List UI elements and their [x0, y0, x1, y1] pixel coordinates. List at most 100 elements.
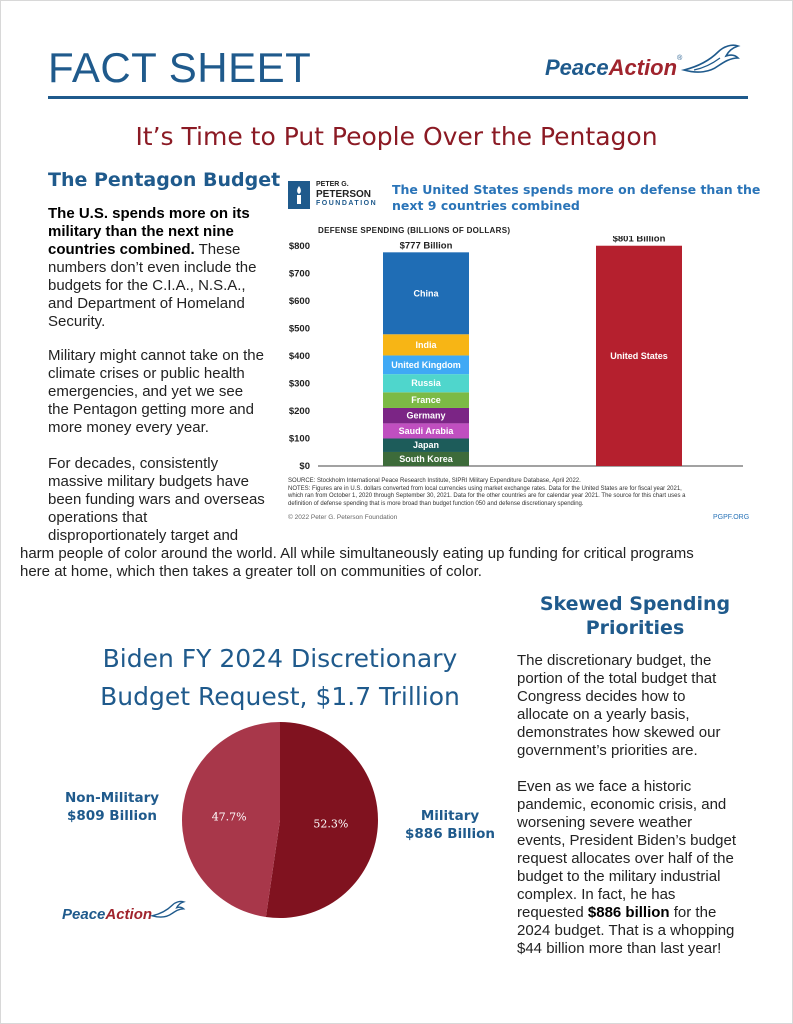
page-headline: It’s Time to Put People Over the Pentago…	[135, 122, 658, 151]
chart-title-line-1: The United States spends more on defense…	[392, 182, 761, 197]
sk-p2-line-5: request allocates over half of the	[517, 850, 734, 867]
logo-word-action: Action	[608, 55, 678, 80]
sk-p1-line-5: demonstrates how skewed our	[517, 724, 721, 741]
pentagon-budget-paragraph-3-full-width: harm people of color around the world. A…	[20, 545, 780, 581]
bar-segment-label: Saudi Arabia	[399, 426, 455, 436]
p2-line-2: climate crises or public health	[48, 365, 245, 382]
p1-text-line-7: Security.	[48, 313, 106, 330]
non-military-label-name: Non-Military	[64, 790, 160, 806]
chart-plot: $0 $100 $200 $300 $400 $500 $600 $700 $800 South …	[289, 236, 743, 471]
p3-line-2: massive military budgets have	[48, 473, 249, 490]
pie-slice-label: 47.7%	[212, 810, 247, 823]
p1-text-line-6: and Department of Homeland	[48, 295, 245, 312]
pentagon-budget-paragraph-3: For decades, consistently massive milita…	[48, 455, 283, 545]
torch-icon	[297, 186, 301, 204]
chart-source-notes: SOURCE: Stockholm International Peace Re…	[288, 478, 748, 508]
sk-p1-line-4: allocate on a yearly basis,	[517, 706, 690, 723]
sk-p2-line-8-bold: $886 billion	[587, 904, 670, 921]
chart-copyright: © 2022 Peter G. Peterson Foundation	[288, 514, 398, 521]
us-bar	[596, 245, 682, 466]
p3-line-1: For decades, consistently	[48, 455, 219, 472]
chart-note-line-1: SOURCE: Stockholm International Peace Re…	[288, 478, 581, 484]
p1-text-line-5: budgets for the C.I.A., N.S.A.,	[48, 277, 246, 294]
p3-line-5: disproportionately target and	[48, 527, 239, 544]
skewed-paragraph-1: The discretionary budget, the portion of…	[517, 652, 757, 760]
chart-title: The United States spends more on defense…	[392, 182, 761, 214]
p1-bold-line-3: countries combined.	[48, 241, 195, 258]
bar-segment	[383, 355, 469, 375]
bar-segment	[383, 374, 469, 393]
skewed-paragraph-2: Even as we face a historic pandemic, eco…	[517, 778, 767, 958]
chart-site-link[interactable]: PGPF.ORG	[713, 514, 750, 521]
y-tick-label: $500	[289, 324, 310, 335]
chart-note-line-4: definition of defense spending that is m…	[288, 500, 584, 507]
non-military-label: Non-Military $809 Billion	[52, 789, 172, 825]
p1-bold-line-2: military than the next nine	[48, 223, 234, 240]
p2-line-3: emergencies, and yet we see	[48, 383, 244, 400]
peterson-logo-text: PETER G. PETERSON FOUNDATION	[316, 181, 377, 208]
header-divider	[48, 96, 748, 99]
bar-segment-label: Germany	[406, 411, 445, 421]
bar-segment-label: South Korea	[399, 454, 453, 464]
p1-bold-line-1: The U.S. spends more on its	[48, 205, 250, 222]
pentagon-budget-paragraph-1: The U.S. spends more on its military tha…	[48, 205, 278, 331]
military-label: Military $886 Billion	[395, 807, 505, 843]
sk-p2-line-8-pre: requested	[517, 904, 588, 921]
military-label-amount: $886 Billion	[405, 826, 495, 842]
us-bar-total-label: $801 Billion	[613, 236, 666, 245]
p3-full-line-1: harm people of color around the world. A…	[20, 545, 694, 562]
skewed-title-line-2: Priorities	[585, 617, 685, 639]
peace-action-logo-header: PeaceAction®	[545, 55, 682, 81]
sk-p1-line-6: government’s priorities are.	[517, 742, 698, 759]
skewed-spending-title: Skewed Spending Priorities	[520, 592, 750, 640]
pie-slice	[265, 722, 378, 918]
sk-p1-line-2: portion of the total budget that	[517, 670, 717, 687]
footer-logo-word-action: Action	[105, 906, 153, 923]
p1-text-line-3: These	[194, 241, 241, 258]
dove-icon	[680, 44, 741, 73]
peterson-logo-line-3: FOUNDATION	[316, 200, 378, 207]
pie-chart-title: Biden FY 2024 Discretionary Budget Reque…	[60, 640, 500, 716]
skewed-title-line-1: Skewed Spending	[539, 593, 731, 615]
peterson-logo-mark	[288, 181, 310, 209]
logo-word-peace: Peace	[545, 55, 609, 80]
chart-note-line-2: NOTES: Figures are in U.S. dollars conve…	[288, 485, 682, 492]
bar-segment	[383, 392, 469, 408]
peterson-logo-line-1: PETER G.	[316, 181, 349, 188]
y-tick-label: $200	[289, 406, 310, 417]
bar-segment-label: India	[415, 340, 437, 350]
y-tick-label: $700	[289, 269, 310, 280]
pentagon-budget-paragraph-2: Military might cannot take on the climat…	[48, 347, 283, 437]
y-tick-label: $100	[289, 434, 310, 445]
peace-action-logo-footer: PeaceAction	[62, 906, 152, 924]
p2-line-5: more money every year.	[48, 419, 209, 436]
bar-segment-label: China	[413, 288, 439, 298]
us-bar-label: United States	[610, 351, 668, 361]
fact-sheet-title: FACT SHEET	[48, 44, 312, 91]
sk-p2-line-10: $44 billion more than last year!	[517, 940, 722, 957]
sk-p2-line-3: worsening severe weather	[517, 814, 693, 831]
sk-p2-line-2: pandemic, economic crisis, and	[517, 796, 727, 813]
sk-p2-line-7: complex. In fact, he has	[517, 886, 676, 903]
pie-slice-label: 52.3%	[313, 818, 348, 831]
bar-segment	[383, 334, 469, 356]
sk-p1-line-3: Congress decides how to	[517, 688, 686, 705]
budget-pie-chart: 52.3% 47.7%	[182, 722, 378, 918]
bar-segment-label: Russia	[411, 378, 442, 388]
military-label-name: Military	[420, 808, 480, 824]
p3-line-4: operations that	[48, 509, 148, 526]
chart-title-line-2: next 9 countries combined	[392, 198, 580, 213]
p2-line-4: the Pentagon getting more and	[48, 401, 254, 418]
p2-line-1: Military might cannot take on the	[48, 347, 264, 364]
sk-p2-line-9: 2024 budget. That is a whopping	[517, 922, 735, 939]
logo-registered-mark: ®	[677, 55, 683, 62]
pentagon-budget-title: The Pentagon Budget	[48, 169, 281, 191]
y-tick-label: $600	[289, 296, 310, 307]
bar-segment	[383, 423, 469, 439]
chart-note-line-3: which ran from October 1, 2020 through S…	[288, 493, 686, 499]
bar-segment-label: France	[411, 395, 441, 405]
footer-logo-word-peace: Peace	[62, 906, 106, 923]
y-tick-label: $0	[299, 461, 310, 471]
bar-segment	[383, 451, 469, 466]
bar-segment-label: United Kingdom	[391, 360, 461, 370]
